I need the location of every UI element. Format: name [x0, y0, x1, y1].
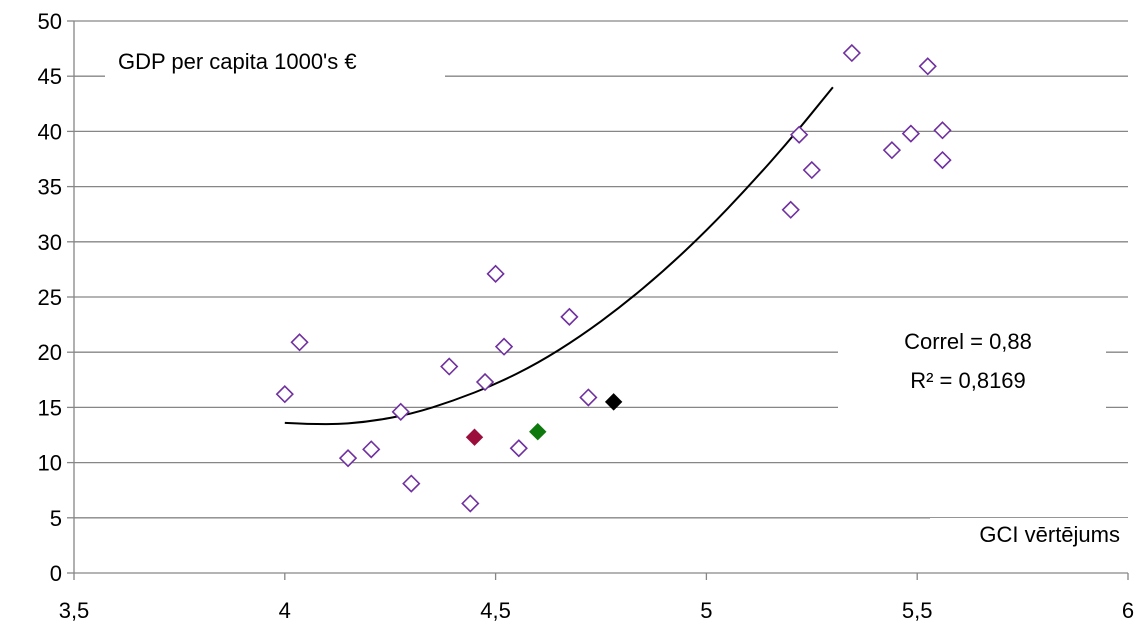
ylabel-background	[105, 40, 445, 80]
data-point	[362, 440, 381, 459]
x-tick-label: 5,5	[902, 598, 933, 623]
data-point	[275, 385, 294, 404]
x-tick-label: 6	[1122, 598, 1134, 623]
data-point	[391, 402, 410, 421]
data-point	[486, 264, 505, 283]
trendline	[284, 86, 834, 426]
y-tick-label: 0	[50, 561, 62, 586]
y-tick-label: 30	[38, 230, 62, 255]
data-point	[402, 474, 421, 493]
y-tick-label: 25	[38, 285, 62, 310]
data-point	[338, 449, 358, 468]
data-points	[275, 43, 952, 513]
data-point	[781, 200, 800, 219]
y-tick-label: 50	[38, 9, 62, 34]
correl-annotation: Correl = 0,88	[904, 329, 1032, 354]
data-point	[494, 337, 514, 356]
axes	[67, 20, 1129, 580]
data-point	[560, 307, 579, 327]
x-tick-label: 5	[700, 598, 712, 623]
highlight-point	[465, 428, 484, 446]
gridlines	[74, 20, 1128, 519]
x-tick-label: 3,5	[59, 598, 90, 623]
annotation-background	[838, 318, 1106, 413]
y-tick-label: 40	[38, 119, 62, 144]
y-tick-label: 45	[38, 64, 62, 89]
tick-labels: 0 5 10 15 20 25 30 35 40 45 50 3,5 4 4,5 5 5,5 6	[38, 9, 1135, 623]
r2-annotation: R² = 0,8169	[910, 368, 1026, 393]
data-point	[790, 125, 809, 144]
x-tick-label: 4	[279, 598, 291, 623]
data-point	[461, 494, 480, 513]
highlight-point	[604, 393, 623, 411]
data-point	[901, 124, 921, 143]
data-point	[802, 160, 821, 180]
data-point	[933, 121, 952, 140]
y-axis-label: GDP per capita 1000's €	[118, 49, 357, 74]
y-tick-label: 15	[38, 395, 62, 420]
data-point	[918, 57, 937, 76]
data-point	[579, 388, 598, 407]
data-point	[842, 43, 861, 63]
x-axis-label: GCI vērtējums	[979, 522, 1120, 547]
y-tick-label: 20	[38, 340, 62, 365]
y-tick-label: 10	[38, 451, 62, 476]
y-tick-label: 35	[38, 175, 62, 200]
x-tick-label: 4,5	[480, 598, 511, 623]
data-point	[933, 150, 952, 170]
data-point	[509, 439, 528, 458]
data-point	[882, 141, 902, 160]
data-point	[290, 333, 309, 352]
highlight-point	[529, 422, 547, 441]
xlabel-background	[930, 518, 1130, 554]
y-tick-label: 5	[50, 506, 62, 531]
data-point	[475, 372, 495, 392]
data-point	[440, 357, 459, 376]
